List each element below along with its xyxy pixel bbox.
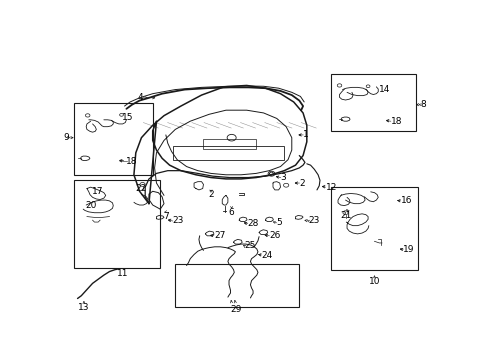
Text: 16: 16 <box>400 196 411 205</box>
Text: 12: 12 <box>325 183 336 192</box>
Text: 8: 8 <box>420 100 425 109</box>
Text: 1: 1 <box>302 130 308 140</box>
Text: 4: 4 <box>137 93 143 102</box>
Text: 29: 29 <box>230 305 242 313</box>
Bar <box>203 139 256 149</box>
Bar <box>175 264 299 307</box>
Text: 23: 23 <box>308 216 319 226</box>
Text: 20: 20 <box>86 201 97 210</box>
Text: 6: 6 <box>228 208 234 217</box>
Text: 27: 27 <box>213 231 225 240</box>
Text: 26: 26 <box>269 231 280 240</box>
Text: 5: 5 <box>276 218 282 227</box>
Text: 3: 3 <box>280 173 286 182</box>
Text: 17: 17 <box>91 187 103 196</box>
Text: 18: 18 <box>390 117 401 126</box>
Text: 25: 25 <box>243 241 255 250</box>
Text: 11: 11 <box>117 269 128 278</box>
Bar <box>173 146 284 160</box>
Text: 13: 13 <box>78 303 90 312</box>
Text: 23: 23 <box>172 216 183 226</box>
Text: 2: 2 <box>208 190 213 199</box>
Text: 22: 22 <box>136 183 147 192</box>
Text: 7: 7 <box>163 212 168 221</box>
Text: 10: 10 <box>368 277 379 286</box>
Text: 24: 24 <box>261 251 272 260</box>
Text: 9: 9 <box>63 133 69 142</box>
Bar <box>74 180 160 268</box>
Text: 2: 2 <box>299 178 304 187</box>
Bar <box>74 103 152 175</box>
Text: 15: 15 <box>121 113 133 122</box>
Text: 21: 21 <box>340 211 351 220</box>
Text: 28: 28 <box>247 219 258 228</box>
Text: 14: 14 <box>378 85 390 95</box>
Bar <box>331 187 417 270</box>
Text: 19: 19 <box>403 245 414 254</box>
Bar <box>331 75 415 131</box>
Text: 18: 18 <box>126 157 137 166</box>
